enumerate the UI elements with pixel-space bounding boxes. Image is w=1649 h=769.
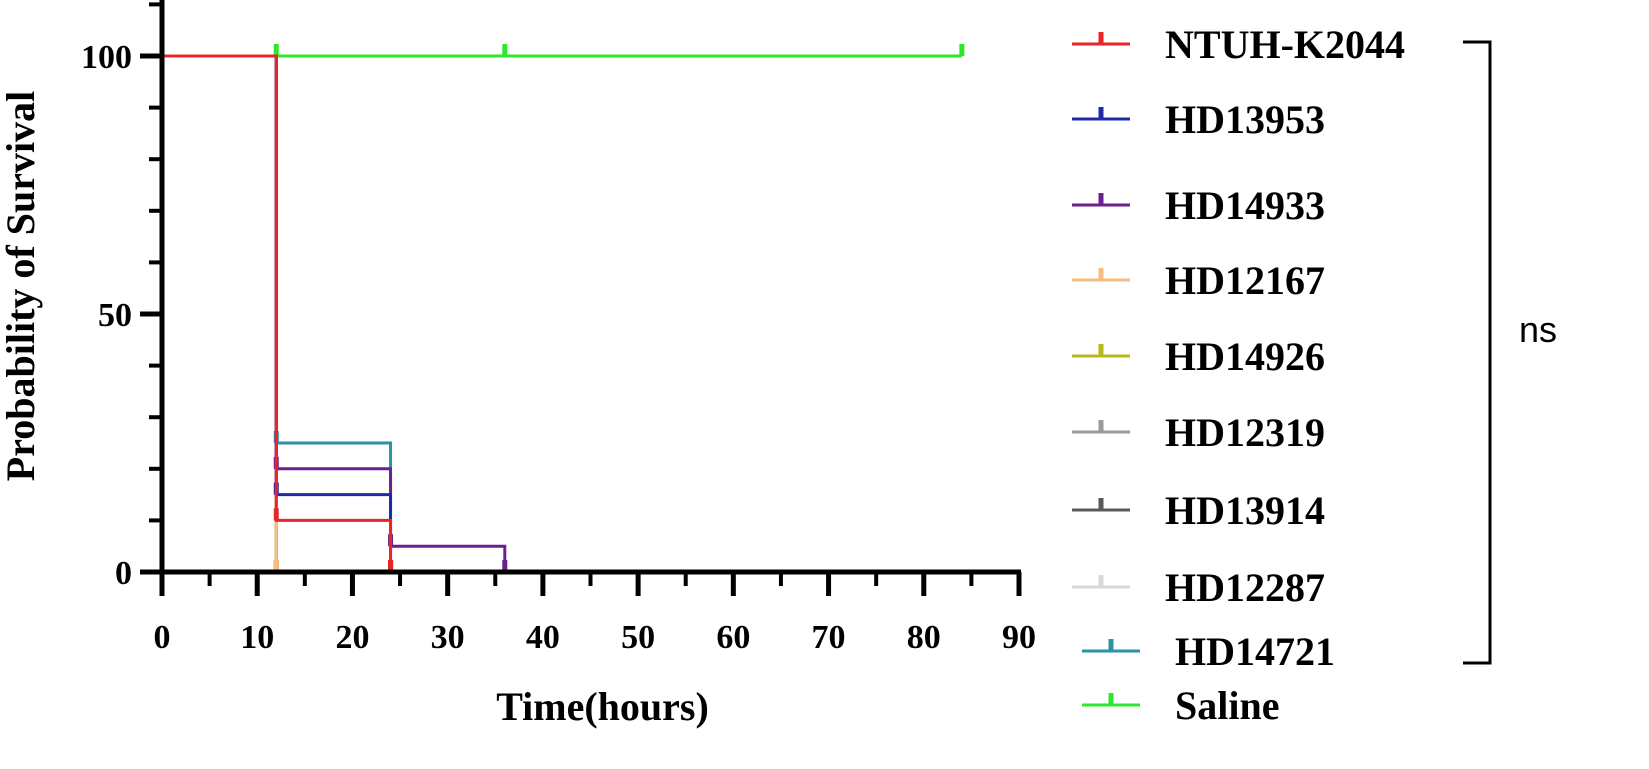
x-axis-ticks: 0 10 20 30 40 50 60 70 80 90	[154, 572, 1036, 656]
x-tick-label: 60	[716, 619, 750, 656]
legend-item-hd13953: HD13953	[1072, 97, 1325, 142]
legend-label-hd12167: HD12167	[1165, 258, 1325, 303]
x-tick-label: 20	[335, 619, 369, 656]
x-tick-label: 80	[907, 619, 941, 656]
significance-bracket: ns	[1463, 40, 1557, 665]
y-tick-label: 50	[98, 297, 132, 334]
x-tick-label: 40	[526, 619, 560, 656]
x-tick-label: 50	[621, 619, 655, 656]
legend-label-hd14721: HD14721	[1175, 629, 1335, 674]
legend-item-hd13914: HD13914	[1072, 488, 1325, 533]
y-tick-label: 0	[115, 555, 132, 592]
significance-label: ns	[1519, 309, 1557, 350]
x-tick-label: 10	[240, 619, 274, 656]
y-axis-ticks: 0 50 100	[81, 2, 162, 592]
legend: NTUH-K2044 HD13953 HD14933 HD12167 HD14926 HD…	[1072, 22, 1405, 728]
legend-item-saline: Saline	[1082, 683, 1279, 728]
legend-label-hd13914: HD13914	[1165, 488, 1325, 533]
legend-item-hd14721: HD14721	[1082, 629, 1335, 674]
legend-item-hd14926: HD14926	[1072, 334, 1325, 379]
legend-item-hd12287: HD12287	[1072, 565, 1325, 610]
bracket-line	[1463, 40, 1492, 665]
axes	[159, 0, 1021, 575]
y-axis-title: Probability of Survival	[0, 91, 43, 481]
x-tick-label: 0	[154, 619, 171, 656]
legend-item-hd12319: HD12319	[1072, 410, 1325, 455]
x-tick-label: 90	[1002, 619, 1036, 656]
legend-label-hd12319: HD12319	[1165, 410, 1325, 455]
legend-item-hd12167: HD12167	[1072, 258, 1325, 303]
survival-curves	[162, 44, 965, 574]
legend-label-hd14933: HD14933	[1165, 183, 1325, 228]
x-tick-label: 70	[812, 619, 846, 656]
legend-item-hd14933: HD14933	[1072, 183, 1325, 228]
y-tick-label: 100	[81, 39, 132, 76]
legend-label-ntuh-k2044: NTUH-K2044	[1165, 22, 1405, 67]
x-tick-label: 30	[431, 619, 465, 656]
legend-label-hd14926: HD14926	[1165, 334, 1325, 379]
legend-label-hd13953: HD13953	[1165, 97, 1325, 142]
legend-label-saline: Saline	[1175, 683, 1279, 728]
legend-label-hd12287: HD12287	[1165, 565, 1325, 610]
legend-item-ntuh-k2044: NTUH-K2044	[1072, 22, 1405, 67]
x-axis-title: Time(hours)	[496, 684, 709, 729]
